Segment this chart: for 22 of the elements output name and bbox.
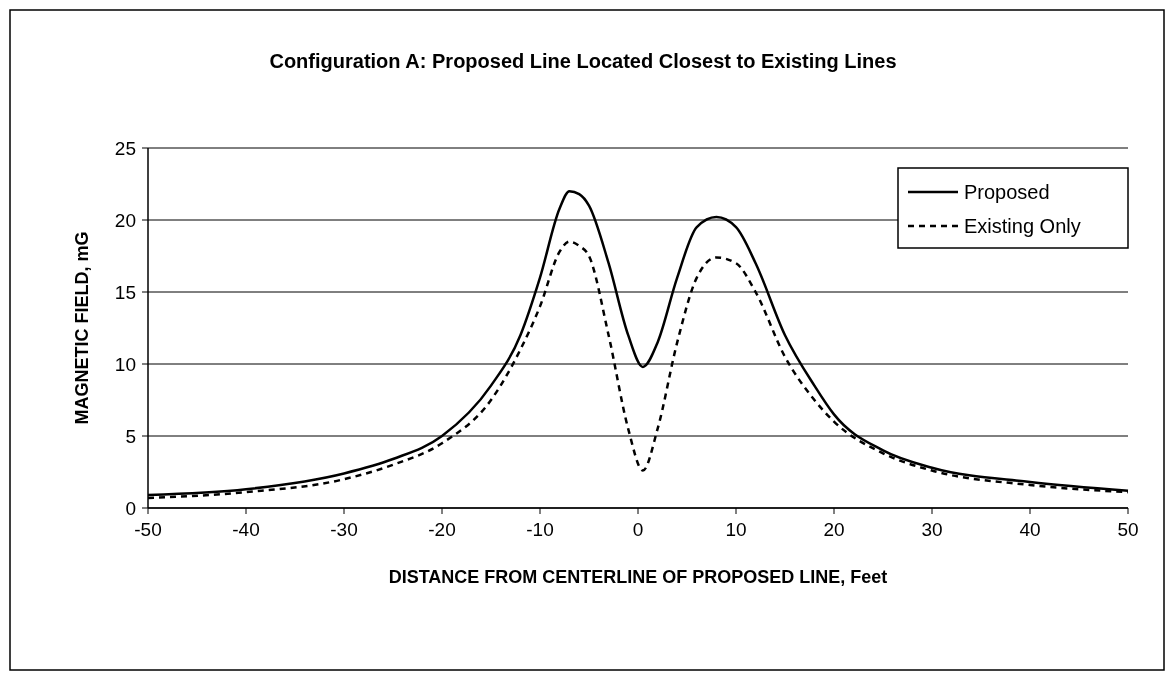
x-tick-label: 0: [632, 519, 644, 540]
y-tick-label: 5: [125, 426, 136, 447]
y-tick-label: 25: [114, 138, 136, 159]
x-tick-label: -10: [526, 519, 554, 540]
legend-label: Proposed: [964, 181, 1050, 203]
x-tick-label: 40: [1019, 519, 1041, 540]
y-tick-label: 0: [125, 498, 136, 519]
y-axis-title: MAGNETIC FIELD, mG: [72, 231, 92, 425]
x-tick-label: 20: [823, 519, 845, 540]
y-tick-label: 10: [114, 354, 136, 375]
y-tick-label: 15: [114, 282, 136, 303]
x-axis-title: DISTANCE FROM CENTERLINE OF PROPOSED LINE, Feet: [388, 567, 888, 587]
legend-label: Existing Only: [964, 215, 1081, 237]
y-tick-label: 20: [114, 210, 136, 231]
x-tick-label: -20: [428, 519, 456, 540]
x-tick-label: -30: [330, 519, 358, 540]
chart-title: Configuration A: Proposed Line Located Closest to Existing Lines: [269, 50, 897, 72]
x-tick-label: 50: [1117, 519, 1139, 540]
x-tick-label: 30: [921, 519, 943, 540]
x-tick-label: -40: [232, 519, 260, 540]
x-tick-label: -50: [134, 519, 162, 540]
x-tick-label: 10: [725, 519, 747, 540]
